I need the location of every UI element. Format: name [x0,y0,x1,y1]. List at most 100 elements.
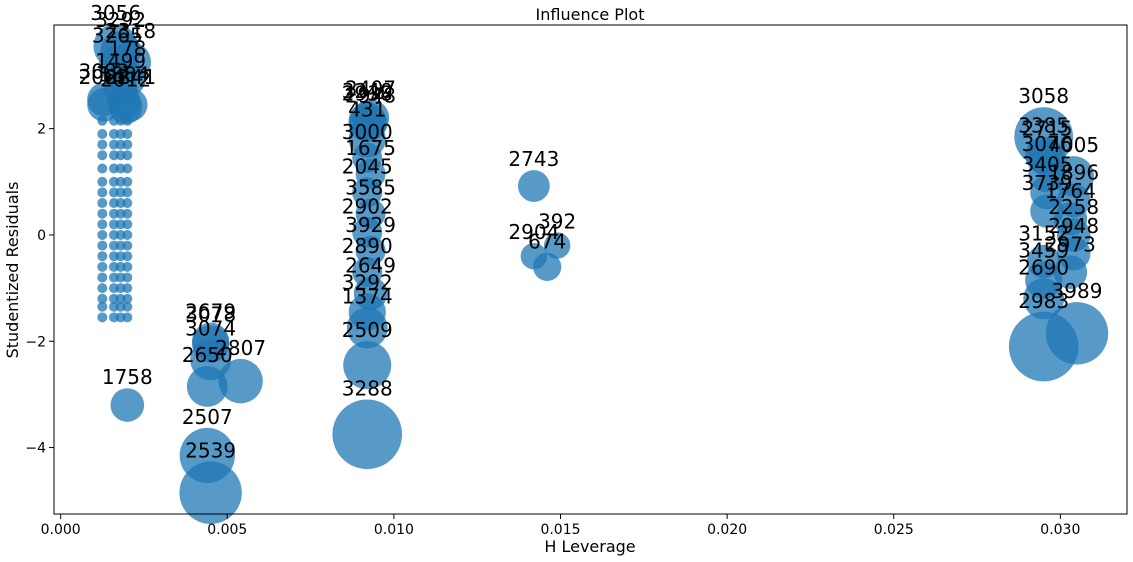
column-marker-3-10 [122,229,133,240]
point-label-13: 2938 [342,82,393,106]
column-marker-3-11 [122,240,133,251]
column-marker-3-13 [122,261,133,272]
point-label-49: 2258 [1048,195,1099,219]
points-layer [87,24,1109,524]
point-label-5: 1499 [95,49,146,73]
point-label-52: 2973 [1045,232,1096,256]
y-axis: −4 −2 0 2 [25,122,54,457]
column-marker-0-18 [97,312,108,323]
point-label-46: 3405 [1022,153,1073,177]
x-tick-label-2: 0.010 [374,522,414,538]
influence-point-29 [543,232,571,259]
point-label-21: 3929 [345,213,396,237]
point-label-9: 2012 [100,68,151,92]
point-label-16: 3000 [342,120,393,144]
column-marker-0-3 [97,150,108,161]
column-marker-0-11 [97,240,108,251]
point-label-14: 2948 [345,84,396,108]
column-marker-3-18 [122,312,133,323]
point-label-0: 3056 [90,1,141,25]
x-tick-label-5: 0.025 [874,522,914,538]
column-marker-3-16 [122,293,133,304]
influence-point-26 [343,341,392,390]
point-label-25: 1374 [342,285,393,309]
point-label-54: 2690 [1018,255,1069,279]
column-marker-3-15 [122,283,133,294]
point-label-33: 2679 [185,300,236,324]
point-label-42: 2715 [1022,116,1073,140]
point-label-22: 2890 [342,234,393,258]
column-marker-3-6 [122,187,133,198]
point-label-50: 2948 [1048,214,1099,238]
point-label-40: 3058 [1018,84,1069,108]
x-tick-label-4: 0.020 [707,522,747,538]
point-label-45: 1896 [1048,161,1099,185]
point-label-51: 3152 [1018,222,1069,246]
point-label-7: 1804 [99,62,150,86]
labels-layer: 3056329223183265178149930821804284120122… [79,1,1103,462]
point-label-19: 3585 [345,176,396,200]
point-label-39: 1758 [102,365,153,389]
point-label-44: 3076 [1022,132,1073,156]
y-tick-label-0: −4 [25,441,46,457]
column-marker-0-16 [97,293,108,304]
x-axis-title: H Leverage [544,537,635,556]
point-label-34: 3074 [185,316,236,340]
influence-point-35 [186,366,228,407]
y-axis-title: Studentized Residuals [3,182,22,359]
chart-title: Influence Plot [536,5,645,24]
column-marker-0-6 [97,187,108,198]
column-marker-3-7 [122,198,133,209]
point-label-18: 2045 [342,154,393,178]
column-marker-3-17 [122,301,133,312]
column-marker-0-7 [97,198,108,209]
plot-area-frame [53,24,1128,515]
influence-point-39 [110,388,145,422]
column-marker-3-3 [122,150,133,161]
point-label-27: 3288 [342,376,393,400]
point-label-20: 2902 [342,194,393,218]
point-label-8: 2841 [105,65,156,89]
column-marker-0-10 [97,229,108,240]
x-tick-label-6: 0.030 [1040,522,1080,538]
column-marker-3-9 [122,219,133,230]
column-marker-3-12 [122,251,133,262]
column-marker-0-12 [97,251,108,262]
point-label-15: 431 [348,98,386,122]
y-tick-label-3: 2 [37,122,46,138]
point-label-53: 3459 [1018,239,1069,263]
point-label-23: 2649 [345,254,396,278]
column-marker-0-15 [97,283,108,294]
column-marker-0-4 [97,163,108,174]
column-marker-0-2 [97,139,108,150]
point-label-43: 4005 [1048,133,1099,157]
column-marker-3-14 [122,272,133,283]
influence-point-36 [218,358,263,404]
column-marker-0-13 [97,261,108,272]
point-label-55: 3989 [1052,279,1103,303]
influence-point-56 [1008,311,1079,382]
x-tick-label-0: 0.000 [41,522,81,538]
y-tick-label-1: −2 [25,334,46,350]
influence-point-10 [87,87,121,122]
point-label-3: 3265 [92,23,143,47]
point-label-4: 178 [108,37,146,61]
x-tick-label-1: 0.005 [207,522,247,538]
column-marker-3-8 [122,208,133,219]
point-label-47: 3739 [1022,171,1073,195]
point-label-17: 1675 [345,136,396,160]
point-label-2: 2318 [105,19,156,43]
point-label-11: 3240 [342,79,393,103]
point-label-26: 2509 [342,318,393,342]
point-label-28: 2743 [508,147,559,171]
column-marker-0-14 [97,272,108,283]
point-label-12: 2407 [345,76,396,100]
point-label-30: 2904 [508,220,559,244]
point-label-1: 3292 [95,8,146,32]
point-label-32: 3078 [185,302,236,326]
column-marker-3-1 [122,128,133,139]
column-marker-0-1 [97,128,108,139]
x-tick-label-3: 0.015 [540,522,580,538]
point-label-10: 2062 [79,65,130,89]
